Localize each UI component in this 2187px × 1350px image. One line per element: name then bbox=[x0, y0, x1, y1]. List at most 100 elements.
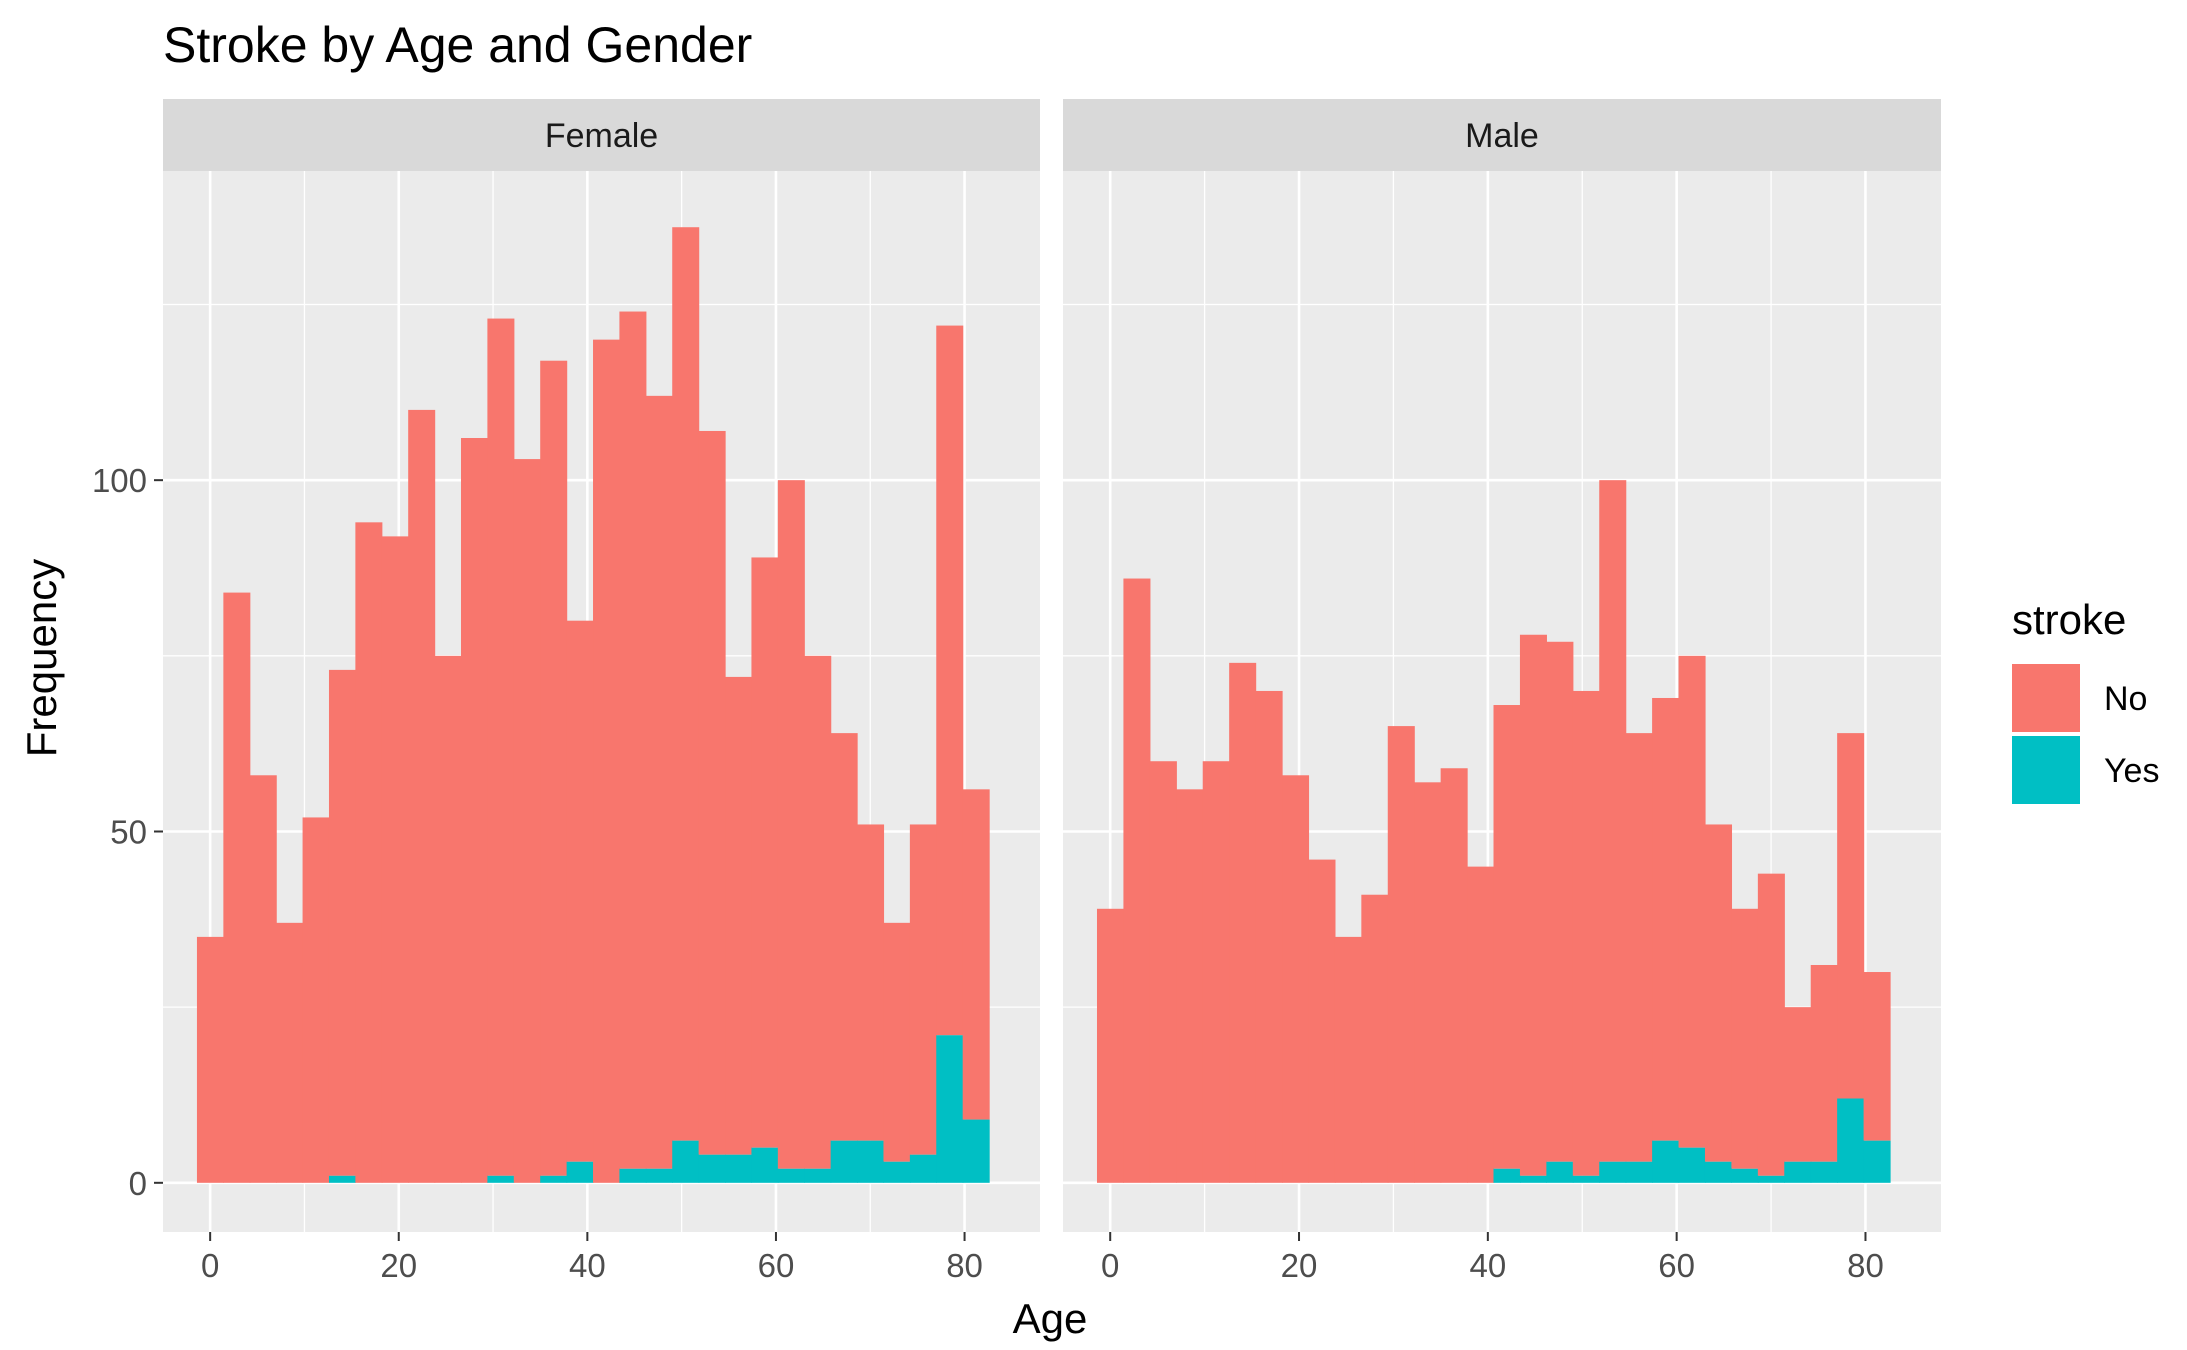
bar-yes bbox=[857, 1140, 885, 1183]
bar-no bbox=[566, 620, 594, 1162]
bar-no bbox=[381, 536, 409, 1183]
facet-strip-label: Male bbox=[1465, 117, 1539, 155]
x-tick-label: 20 bbox=[1281, 1247, 1318, 1284]
bar-yes bbox=[487, 1175, 515, 1183]
bar-yes bbox=[1572, 1175, 1600, 1183]
bar-yes bbox=[1625, 1161, 1653, 1183]
bar-yes bbox=[566, 1161, 594, 1183]
bar-yes bbox=[328, 1175, 356, 1183]
bar-no bbox=[936, 325, 964, 1036]
bar-yes bbox=[1704, 1161, 1733, 1183]
bar-no bbox=[1837, 733, 1865, 1099]
bar-no bbox=[1334, 936, 1362, 1183]
chart-title: Stroke by Age and Gender bbox=[163, 17, 752, 73]
bar-no bbox=[223, 592, 251, 1183]
panel-female: Female 0 20 40 60 80 0 50 100 bbox=[92, 99, 1040, 1284]
facet-panels: Female 0 20 40 60 80 0 50 100 Male 0 20 40 60 80 bbox=[92, 99, 1941, 1284]
y-axis-title: Frequency bbox=[18, 559, 65, 757]
bar-yes bbox=[936, 1035, 964, 1183]
bar-no bbox=[619, 311, 647, 1169]
bar-no bbox=[1440, 768, 1468, 1183]
bar-no bbox=[909, 824, 937, 1155]
bar-yes bbox=[777, 1168, 805, 1183]
bar-no bbox=[1546, 641, 1574, 1162]
x-tick-label: 20 bbox=[380, 1247, 417, 1284]
bar-no bbox=[302, 817, 330, 1183]
facet-strip-label: Female bbox=[545, 117, 658, 155]
bar-no bbox=[1282, 775, 1310, 1183]
bar-yes bbox=[1493, 1168, 1521, 1183]
bar-no bbox=[1625, 733, 1653, 1162]
y-tick-label: 0 bbox=[129, 1165, 147, 1202]
legend-key-yes bbox=[2012, 736, 2080, 804]
y-tick-label: 50 bbox=[110, 813, 147, 850]
bar-yes bbox=[1599, 1161, 1627, 1183]
legend-title: stroke bbox=[2012, 596, 2126, 643]
bar-yes bbox=[645, 1168, 673, 1183]
bar-no bbox=[1202, 761, 1230, 1183]
bar-no bbox=[196, 936, 224, 1183]
bar-no bbox=[725, 676, 753, 1155]
x-tick-label: 40 bbox=[1469, 1247, 1506, 1284]
x-tick-label: 60 bbox=[758, 1247, 795, 1284]
bar-yes bbox=[804, 1168, 832, 1183]
bar-no bbox=[1255, 690, 1283, 1183]
bar-no bbox=[276, 922, 304, 1183]
bar-no bbox=[645, 395, 673, 1169]
bar-no bbox=[1229, 662, 1257, 1183]
bar-no bbox=[1572, 690, 1600, 1176]
bar-no bbox=[1519, 634, 1547, 1176]
legend-key-no bbox=[2012, 664, 2080, 732]
x-tick-label: 80 bbox=[1847, 1247, 1884, 1284]
bar-no bbox=[830, 733, 858, 1141]
bar-no bbox=[1784, 1007, 1812, 1162]
bar-yes bbox=[1757, 1175, 1785, 1183]
bar-no bbox=[1652, 697, 1680, 1141]
bar-yes bbox=[672, 1140, 700, 1183]
bar-no bbox=[593, 339, 621, 1183]
bar-yes bbox=[1784, 1161, 1812, 1183]
bar-no bbox=[1123, 578, 1151, 1183]
bar-no bbox=[1757, 873, 1785, 1176]
panel-male: Male 0 20 40 60 80 bbox=[1063, 99, 1941, 1284]
bar-no bbox=[1414, 782, 1442, 1183]
x-tick-label: 0 bbox=[201, 1247, 219, 1284]
bar-no bbox=[1096, 908, 1125, 1183]
bar-no bbox=[1810, 964, 1838, 1162]
bar-no bbox=[1599, 480, 1627, 1162]
bar-yes bbox=[1731, 1168, 1759, 1183]
bar-no bbox=[777, 480, 805, 1169]
bar-no bbox=[434, 655, 462, 1183]
bar-no bbox=[1149, 761, 1177, 1183]
bar-no bbox=[698, 430, 726, 1155]
bar-no bbox=[1467, 866, 1495, 1183]
bar-no bbox=[1493, 705, 1521, 1169]
bar-no bbox=[1678, 655, 1706, 1148]
bar-no bbox=[460, 438, 488, 1183]
bar-yes bbox=[1678, 1147, 1706, 1183]
legend-label-no: No bbox=[2104, 680, 2147, 718]
bar-no bbox=[804, 655, 832, 1169]
bar-yes bbox=[1863, 1140, 1891, 1183]
bar-no bbox=[883, 922, 911, 1162]
bar-no bbox=[857, 824, 885, 1141]
bar-yes bbox=[540, 1175, 568, 1183]
x-tick-label: 40 bbox=[569, 1247, 606, 1284]
bar-yes bbox=[883, 1161, 911, 1183]
bar-yes bbox=[909, 1154, 937, 1183]
bar-yes bbox=[619, 1168, 647, 1183]
bar-no bbox=[672, 227, 700, 1141]
x-tick-label: 0 bbox=[1101, 1247, 1119, 1284]
bar-yes bbox=[1519, 1175, 1547, 1183]
x-tick-label: 80 bbox=[946, 1247, 983, 1284]
bar-no bbox=[355, 522, 383, 1183]
bar-yes bbox=[830, 1140, 858, 1183]
bar-no bbox=[408, 409, 436, 1183]
bar-no bbox=[1361, 894, 1389, 1183]
bar-yes bbox=[962, 1119, 990, 1183]
x-axis-title: Age bbox=[1013, 1295, 1088, 1342]
x-tick-label: 60 bbox=[1658, 1247, 1695, 1284]
bar-no bbox=[1308, 859, 1336, 1183]
bar-yes bbox=[1652, 1140, 1680, 1183]
legend-label-yes: Yes bbox=[2104, 752, 2159, 790]
